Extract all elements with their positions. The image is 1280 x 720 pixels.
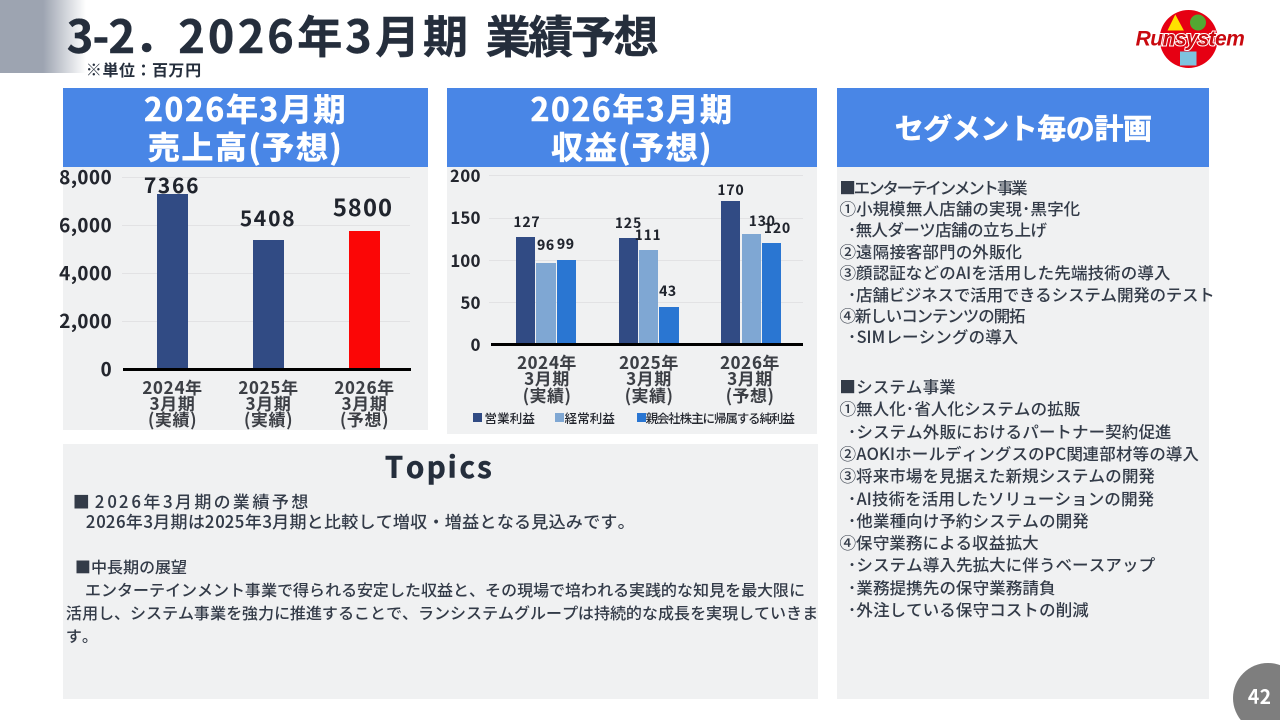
svg-text:Runsystem: Runsystem — [1136, 28, 1245, 51]
